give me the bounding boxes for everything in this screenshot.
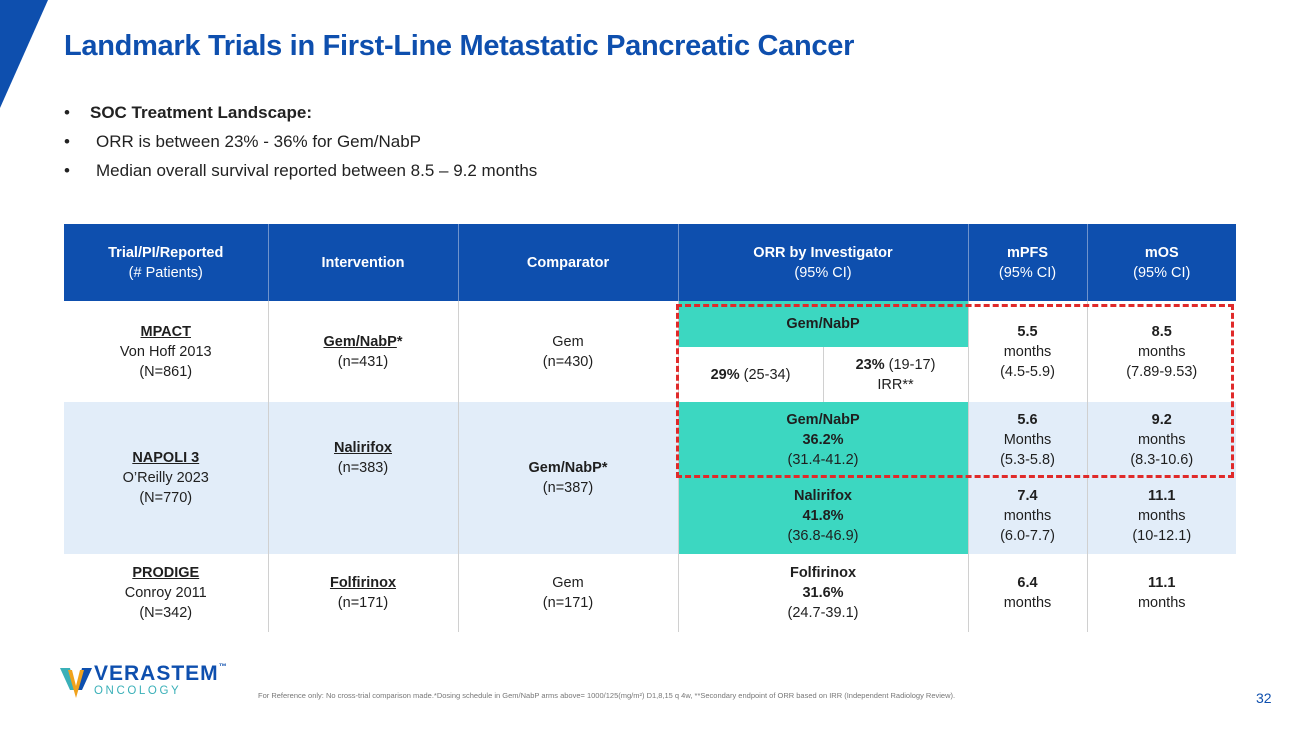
mpfs-cell-prodige: 6.4 months: [967, 554, 1088, 632]
table-row: PRODIGE Conroy 2011 (N=342) Folfirinox (…: [64, 554, 1236, 632]
bullet-marker: •: [64, 161, 70, 180]
orr-irr-cell: 23% (19-17) IRR**: [855, 356, 936, 393]
table-row: 29% (25-34) 23% (19-17) IRR**: [64, 347, 1236, 402]
verastem-logo-icon: [60, 668, 92, 698]
header-trial: Trial/PI/Reported (# Patients): [64, 224, 269, 301]
orr-cell-prodige: Folfirinox 31.6% (24.7-39.1): [677, 554, 969, 632]
orr-investigator-cell: 29% (25-34): [679, 347, 824, 402]
trial-cell-prodige: PRODIGE Conroy 2011 (N=342): [64, 554, 269, 632]
bullet-marker: •: [64, 103, 70, 122]
mos-cell-prodige: 11.1 months: [1086, 554, 1236, 632]
intervention-cell-napoli: Nalirifox (n=383): [267, 402, 459, 554]
bullet-text: ORR is between 23% - 36% for Gem/NabP: [96, 132, 422, 151]
corner-accent-shape: [0, 0, 48, 108]
intervention-cell-prodige: Folfirinox (n=171): [267, 554, 459, 632]
mpfs-cell-mpact: 5.5 months (4.5-5.9): [967, 301, 1088, 402]
mos-cell-napoli-gem: 9.2 months (8.3-10.6): [1086, 402, 1236, 478]
bullet-text: SOC Treatment Landscape:: [90, 103, 313, 122]
page-title: Landmark Trials in First-Line Metastatic…: [64, 30, 855, 62]
mos-cell-mpact: 8.5 months (7.89-9.53): [1086, 301, 1236, 402]
bullet-item: • ORR is between 23% - 36% for Gem/NabP: [64, 127, 537, 156]
orr-header-mpact: Gem/NabP: [677, 301, 969, 347]
table-row: NAPOLI 3 O’Reilly 2023 (N=770) Nalirifox…: [64, 402, 1236, 554]
header-comparator: Comparator: [457, 224, 679, 301]
bullet-item: • Median overall survival reported betwee…: [64, 156, 537, 185]
comparator-cell-prodige: Gem (n=171): [457, 554, 679, 632]
header-mpfs: mPFS (95% CI): [967, 224, 1088, 301]
header-intervention: Intervention: [267, 224, 459, 301]
comparator-cell-napoli: Gem/NabP* (n=387): [457, 402, 679, 554]
bullet-list: • SOC Treatment Landscape: • ORR is betwee…: [64, 98, 537, 185]
orr-split-mpact: 29% (25-34) 23% (19-17) IRR**: [677, 347, 969, 402]
logo-subtitle: ONCOLOGY: [94, 685, 182, 697]
trials-table: Trial/PI/Reported (# Patients) Interventi…: [64, 224, 1236, 632]
mos-cell-napoli-nalirifox: 11.1 months (10-12.1): [1086, 478, 1236, 554]
comparator-cell-mpact: Gem (n=430): [457, 301, 679, 402]
orr-cell-napoli-gem: Gem/NabP 36.2% (31.4-41.2): [677, 402, 969, 478]
table-row: MPACT Von Hoff 2013 (N=861) Gem/NabP* (n…: [64, 301, 1236, 402]
table-header-row: Trial/PI/Reported (# Patients) Interventi…: [64, 224, 1236, 301]
intervention-cell-mpact: Gem/NabP* (n=431): [267, 301, 459, 402]
page-number: 32: [1256, 690, 1272, 706]
trial-cell-napoli: NAPOLI 3 O’Reilly 2023 (N=770): [64, 402, 269, 554]
mpfs-cell-napoli-gem: 5.6 Months (5.3-5.8): [967, 402, 1088, 478]
header-mos: mOS (95% CI): [1086, 224, 1236, 301]
bullet-item: • SOC Treatment Landscape:: [64, 98, 537, 127]
logo-trademark: ™: [218, 662, 228, 671]
orr-cell-napoli-nalirifox: Nalirifox 41.8% (36.8-46.9): [677, 478, 969, 554]
footnote: For Reference only: No cross-trial compa…: [258, 691, 956, 700]
header-orr: ORR by Investigator (95% CI): [677, 224, 969, 301]
bullet-marker: •: [64, 132, 70, 151]
mpfs-cell-napoli-nalirifox: 7.4 months (6.0-7.7): [967, 478, 1088, 554]
table-row: Nalirifox 41.8% (36.8-46.9) 7.4 months (…: [64, 478, 1236, 554]
trial-cell-mpact: MPACT Von Hoff 2013 (N=861): [64, 301, 269, 402]
bullet-text: Median overall survival reported between…: [96, 161, 538, 180]
logo-wordmark: VERASTEM™: [94, 662, 228, 685]
